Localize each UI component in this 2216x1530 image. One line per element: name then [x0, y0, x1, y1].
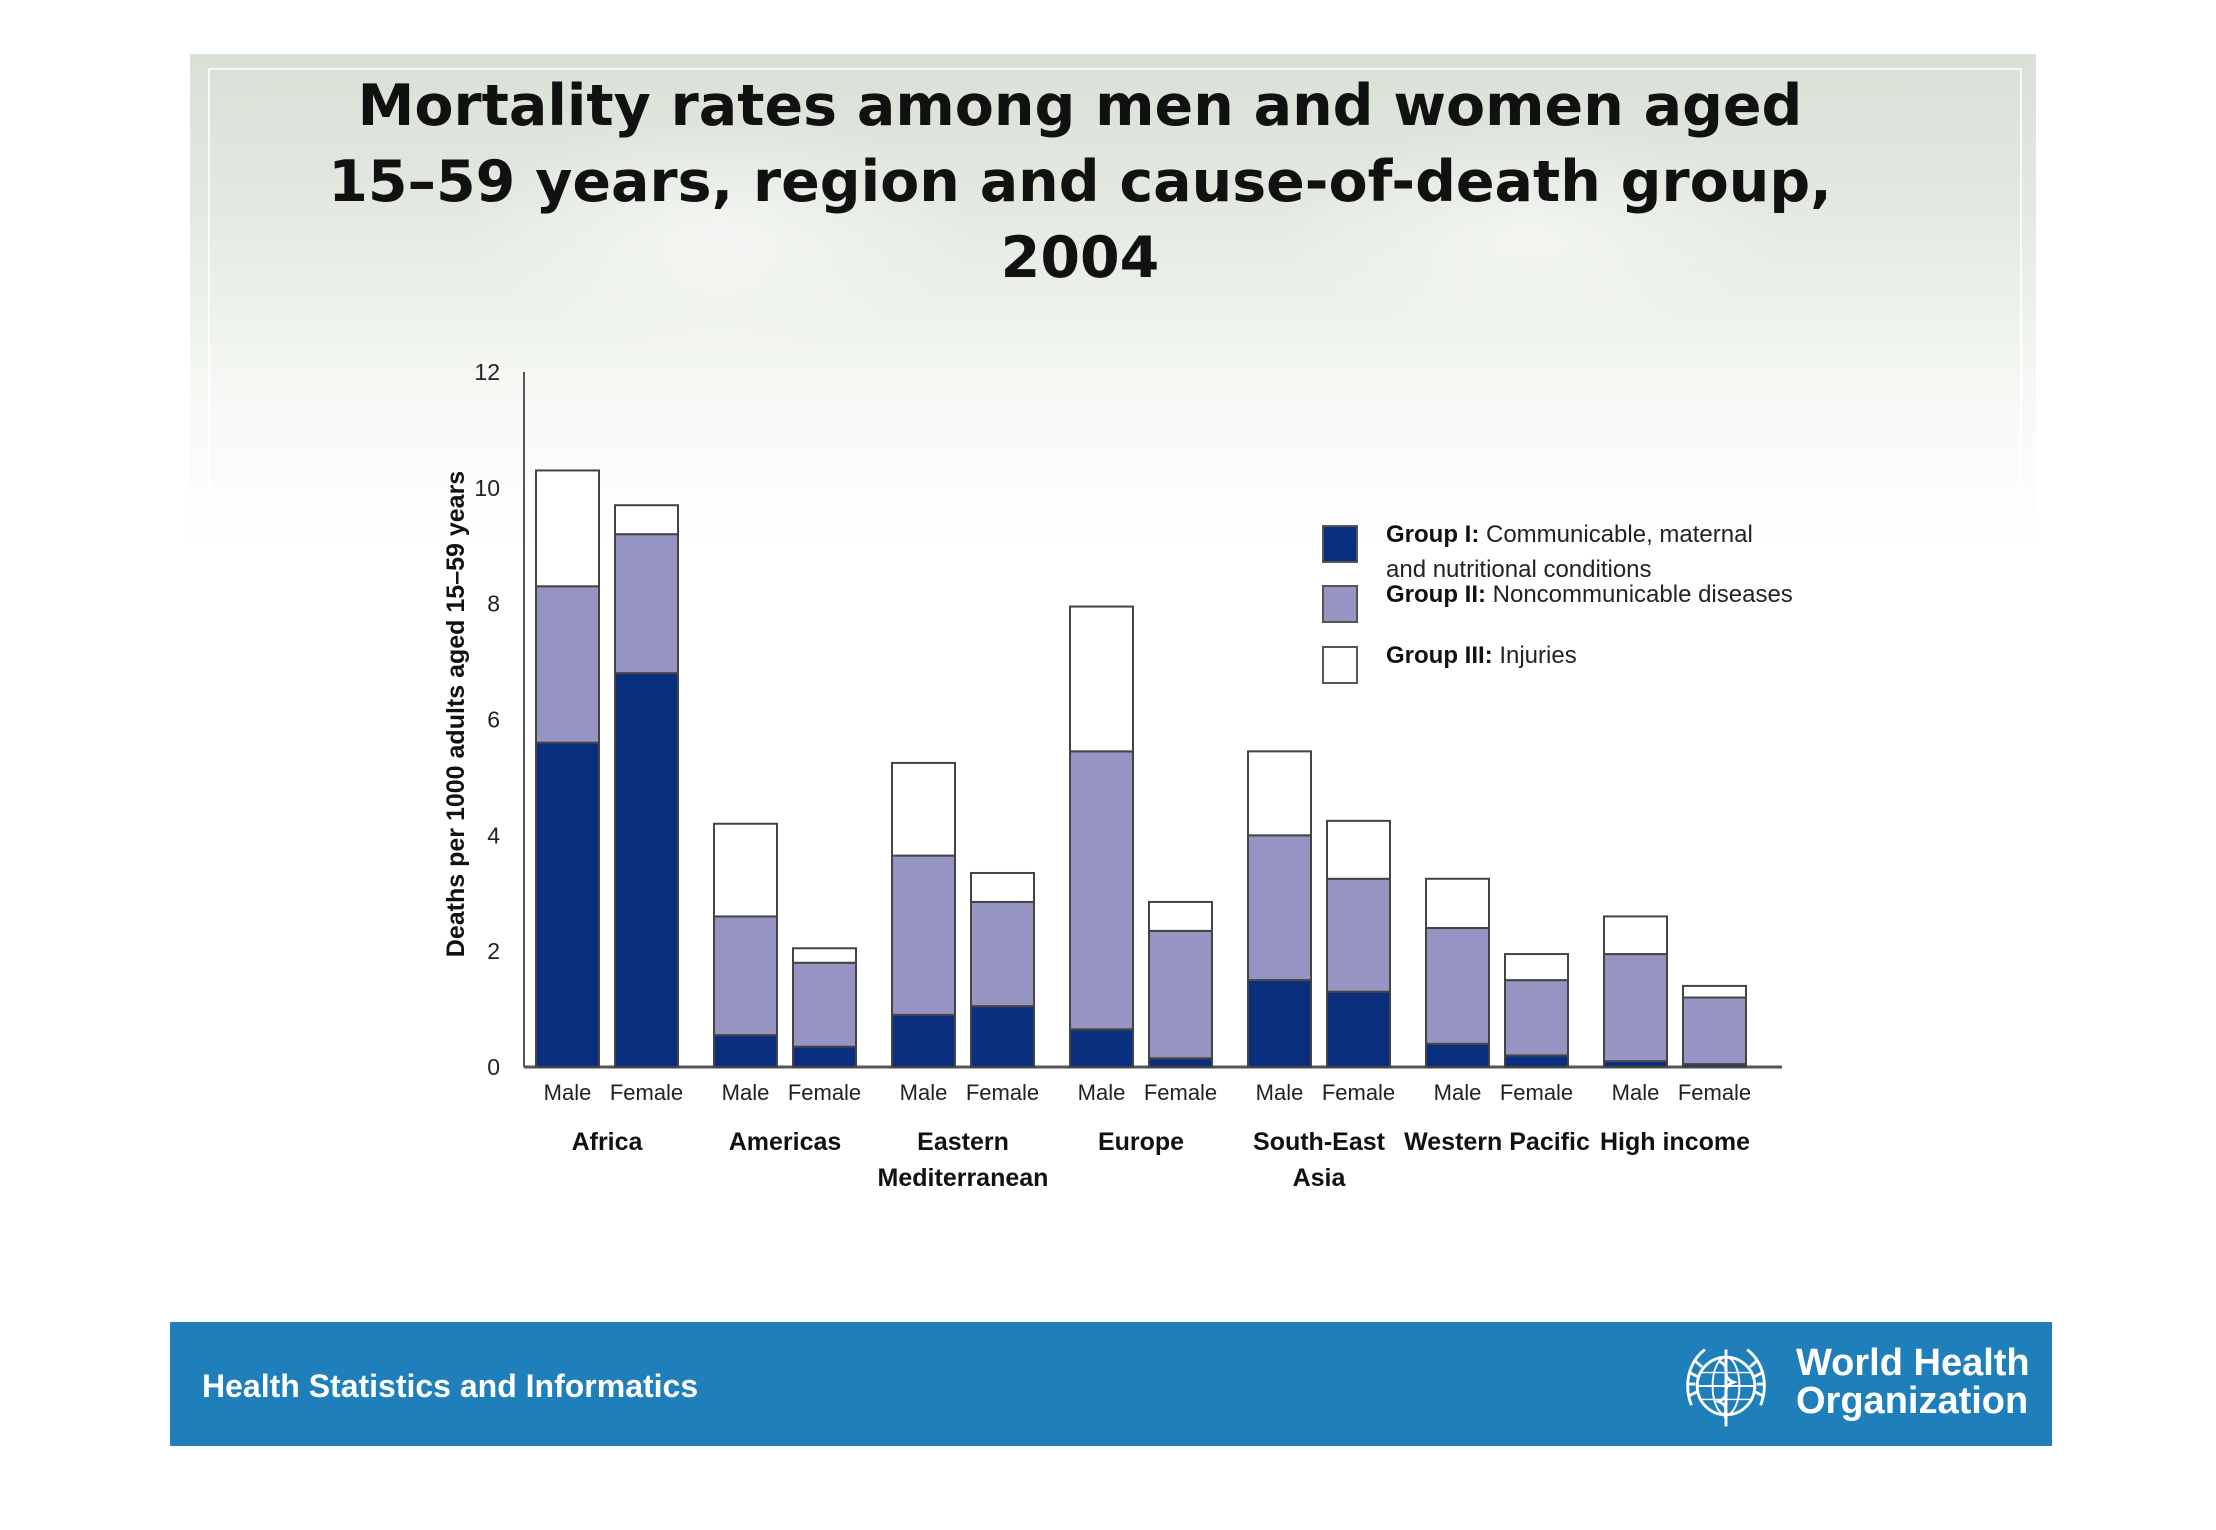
y-axis-label: Deaths per 1000 adults aged 15–59 years	[442, 471, 470, 957]
region-label: Eastern	[917, 1128, 1009, 1156]
bar-segment-group1	[1326, 990, 1391, 1068]
bar-segment-group2	[1425, 927, 1490, 1045]
bar-sex-label: Female	[1500, 1080, 1573, 1105]
footer-bar: Health Statistics and Informatics World …	[170, 1322, 2052, 1446]
organization-name-line-1: World Health	[1796, 1342, 2030, 1384]
bar-segment-group3	[1069, 605, 1134, 753]
bar-segment-group1	[1148, 1057, 1213, 1068]
bar-segment-group2	[1603, 953, 1668, 1063]
region-label: Asia	[1293, 1164, 1347, 1192]
bar-sex-label: Female	[788, 1080, 861, 1105]
bar-segment-group2	[1247, 834, 1312, 982]
legend-group-description: and nutritional conditions	[1386, 556, 1652, 583]
bar-sex-label: Female	[966, 1080, 1039, 1105]
legend-group-name: Group II:	[1386, 581, 1486, 608]
bar-segment-group2	[1682, 996, 1747, 1066]
bar-segment-group1	[1504, 1054, 1569, 1068]
legend-group-description: Communicable, maternal	[1479, 521, 1752, 548]
bar-segment-group1	[792, 1045, 857, 1068]
bar-sex-label: Female	[610, 1080, 683, 1105]
bar-segment-group2	[1326, 877, 1391, 993]
bar-sex-label: Male	[1078, 1080, 1126, 1105]
bar-segment-group1	[970, 1005, 1035, 1068]
bar-segment-group3	[1504, 953, 1569, 982]
bar-segment-group2	[1069, 750, 1134, 1031]
organization-name: World Health Organization	[1796, 1344, 2030, 1420]
organization-name-line-2: Organization	[1796, 1380, 2029, 1422]
bar-segment-group1	[1069, 1028, 1134, 1068]
page-title: Mortality rates among men and women aged…	[270, 68, 1890, 296]
bar-segment-group2	[614, 533, 679, 675]
bar-segment-group2	[535, 585, 600, 744]
y-tick-label: 8	[487, 591, 500, 617]
bar-segment-group2	[792, 961, 857, 1048]
bar-segment-group1	[614, 672, 679, 1069]
region-label: Western Pacific	[1404, 1128, 1590, 1156]
bar-segment-group3	[792, 947, 857, 964]
bar-segment-group3	[535, 469, 600, 588]
y-tick-label: 2	[487, 938, 500, 964]
bar-segment-group3	[1247, 750, 1312, 837]
region-label: Europe	[1098, 1128, 1184, 1156]
bar-segment-group1	[535, 741, 600, 1069]
legend-group-name: Group I:	[1386, 521, 1479, 548]
bar-segment-group3	[1148, 900, 1213, 932]
bar-segment-group1	[1247, 979, 1312, 1068]
slide-frame	[208, 68, 2022, 490]
title-line-1: Mortality rates among men and women aged	[357, 73, 1803, 139]
legend-label-group1: and nutritional conditions	[1386, 556, 1652, 583]
who-emblem-icon	[1686, 1348, 1766, 1427]
bar-sex-label: Male	[900, 1080, 948, 1105]
bar-segment-group3	[1425, 877, 1490, 929]
title-line-3: 2004	[1000, 225, 1160, 291]
region-label: Mediterranean	[878, 1164, 1049, 1192]
bar-sex-label: Male	[1612, 1080, 1660, 1105]
legend-swatch-group3	[1322, 646, 1358, 684]
region-label: Americas	[729, 1128, 842, 1156]
legend-group-name: Group III:	[1386, 642, 1493, 669]
y-tick-label: 6	[487, 707, 500, 733]
y-tick-label: 4	[487, 822, 500, 848]
bar-segment-group2	[713, 915, 778, 1037]
bar-sex-label: Male	[1434, 1080, 1482, 1105]
legend-label-group1: Group I: Communicable, maternal	[1386, 521, 1753, 548]
bar-segment-group3	[713, 822, 778, 918]
footer-title: Health Statistics and Informatics	[202, 1368, 699, 1404]
bar-sex-label: Male	[544, 1080, 592, 1105]
bar-segment-group3	[1603, 915, 1668, 956]
legend-swatch-group2	[1322, 585, 1358, 623]
bar-sex-label: Female	[1322, 1080, 1395, 1105]
bar-segment-group1	[713, 1034, 778, 1069]
bar-sex-label: Female	[1678, 1080, 1751, 1105]
title-line-2: 15–59 years, region and cause-of-death g…	[328, 149, 1832, 215]
bar-segment-group2	[1148, 929, 1213, 1060]
region-label: High income	[1600, 1128, 1750, 1156]
legend-label-group2: Group II: Noncommunicable diseases	[1386, 581, 1793, 608]
bar-sex-label: Male	[722, 1080, 770, 1105]
bar-sex-label: Female	[1144, 1080, 1217, 1105]
bar-segment-group3	[1682, 984, 1747, 999]
bar-segment-group2	[970, 900, 1035, 1008]
y-tick-label: 10	[474, 475, 500, 501]
bar-segment-group3	[891, 761, 956, 857]
bar-segment-group3	[970, 871, 1035, 903]
legend-label-group3: Group III: Injuries	[1386, 642, 1577, 669]
bar-segment-group2	[891, 854, 956, 1016]
bar-segment-group1	[1425, 1042, 1490, 1069]
legend-swatch-group1	[1322, 525, 1358, 563]
y-tick-label: 0	[487, 1054, 500, 1080]
legend-group-description: Noncommunicable diseases	[1486, 581, 1793, 608]
bar-sex-label: Male	[1256, 1080, 1304, 1105]
bar-segment-group3	[614, 504, 679, 536]
region-label: Africa	[572, 1128, 644, 1156]
bar-segment-group2	[1504, 979, 1569, 1057]
stacked-bar-chart: 0 2 4 6 8 10 12 Deaths per 1000 adults aged 15–…	[442, 359, 1793, 1192]
region-label: South-East	[1253, 1128, 1386, 1156]
bar-segment-group3	[1326, 819, 1391, 880]
bar-segment-group1	[891, 1013, 956, 1068]
y-tick-label: 12	[474, 359, 500, 385]
legend-group-description: Injuries	[1493, 642, 1577, 669]
